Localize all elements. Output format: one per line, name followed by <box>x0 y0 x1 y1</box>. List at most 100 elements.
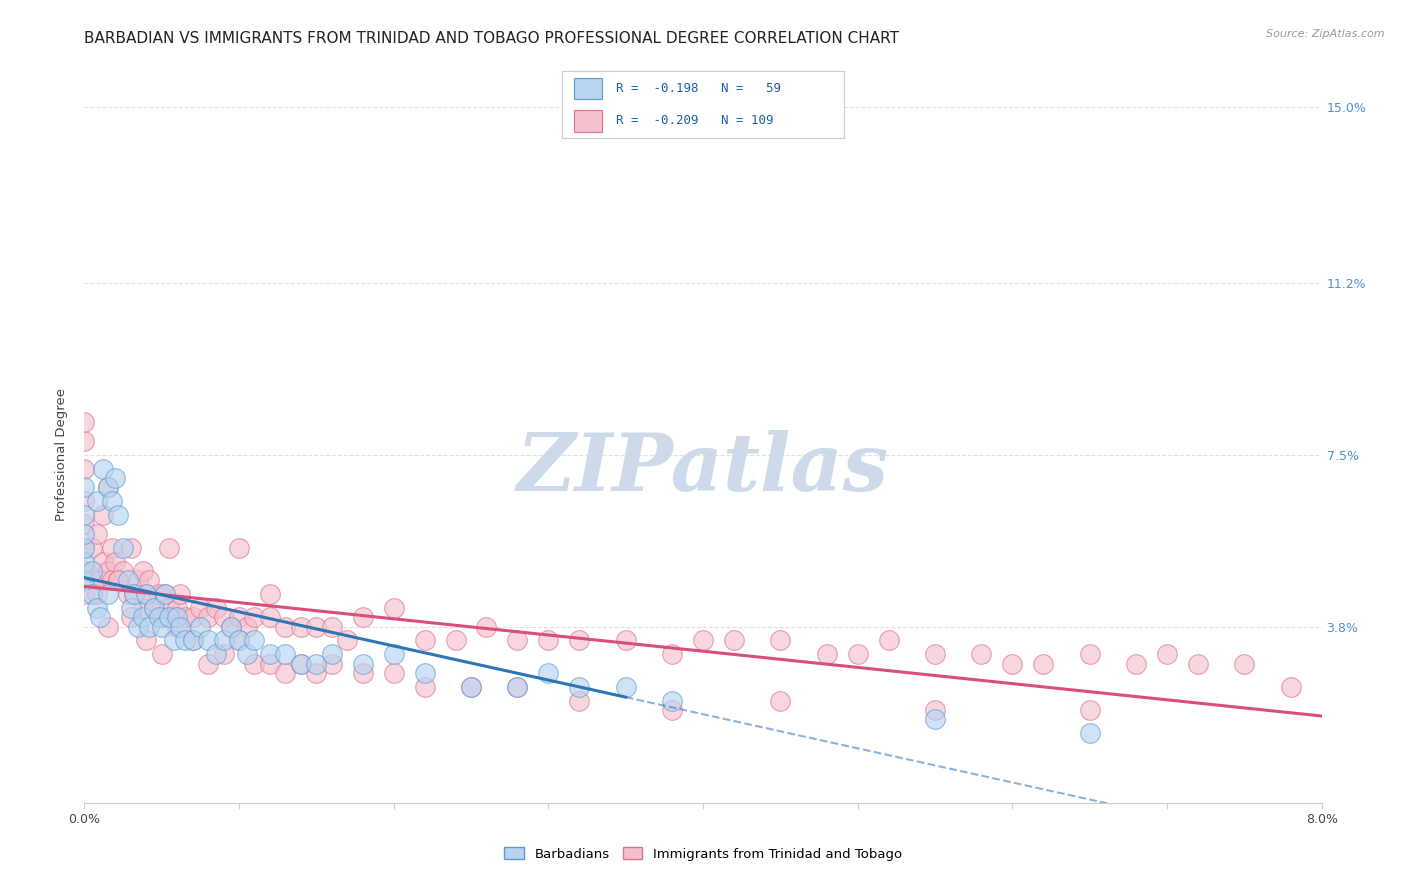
Point <box>89 573 111 587</box>
Point <box>96 564 120 578</box>
Point <box>413 633 436 648</box>
Point <box>661 703 683 717</box>
Point <box>236 648 259 662</box>
Point <box>305 665 328 680</box>
Point <box>112 541 135 555</box>
Point <box>290 619 312 633</box>
Point <box>73 526 96 541</box>
Point <box>305 657 328 671</box>
Point <box>197 657 219 671</box>
Point <box>924 648 946 662</box>
Point <box>73 416 96 430</box>
Point <box>148 610 170 624</box>
Point <box>1156 648 1178 662</box>
Point <box>228 633 250 648</box>
Point <box>96 480 120 494</box>
Point <box>444 633 467 648</box>
Point <box>924 712 946 726</box>
Point <box>259 657 281 671</box>
Point <box>181 633 204 648</box>
Point <box>506 633 529 648</box>
Point <box>413 680 436 694</box>
Text: ZIPatlas: ZIPatlas <box>517 430 889 508</box>
Point <box>91 462 114 476</box>
Point <box>86 587 108 601</box>
Point <box>86 494 108 508</box>
Point <box>73 517 96 532</box>
Point <box>159 610 181 624</box>
Point <box>877 633 900 648</box>
Point <box>661 648 683 662</box>
Point <box>382 648 405 662</box>
Point <box>181 610 204 624</box>
Point <box>197 610 219 624</box>
Point <box>107 573 129 587</box>
Point <box>107 573 129 587</box>
Point <box>169 587 191 601</box>
Point <box>166 601 188 615</box>
Point <box>73 573 96 587</box>
Point <box>73 564 96 578</box>
Point <box>128 573 150 587</box>
Point <box>150 610 173 624</box>
Point <box>73 587 96 601</box>
Point <box>228 541 250 555</box>
Point <box>104 555 127 569</box>
Point <box>163 633 186 648</box>
Point <box>132 610 155 624</box>
Point <box>73 462 96 476</box>
Point <box>112 564 135 578</box>
Point <box>120 610 142 624</box>
Point <box>221 619 243 633</box>
Point <box>1233 657 1256 671</box>
Point <box>159 601 181 615</box>
Point <box>382 601 405 615</box>
Text: R =  -0.209   N = 109: R = -0.209 N = 109 <box>616 114 773 128</box>
Point <box>73 494 96 508</box>
Point <box>259 587 281 601</box>
Point <box>1078 726 1101 740</box>
Point <box>91 555 114 569</box>
Point <box>163 610 186 624</box>
Point <box>82 587 104 601</box>
Point <box>135 587 157 601</box>
Point <box>212 633 235 648</box>
Point <box>86 601 108 615</box>
Point <box>243 657 266 671</box>
Point <box>188 601 212 615</box>
Point <box>614 680 637 694</box>
Point <box>614 633 637 648</box>
Point <box>537 665 560 680</box>
Point <box>475 619 498 633</box>
Legend: Barbadians, Immigrants from Trinidad and Tobago: Barbadians, Immigrants from Trinidad and… <box>499 842 907 866</box>
Point <box>143 601 166 615</box>
Text: BARBADIAN VS IMMIGRANTS FROM TRINIDAD AND TOBAGO PROFESSIONAL DEGREE CORRELATION: BARBADIAN VS IMMIGRANTS FROM TRINIDAD AN… <box>84 31 900 46</box>
Point <box>82 573 104 587</box>
Point <box>769 694 792 708</box>
Point <box>382 665 405 680</box>
Point <box>1187 657 1209 671</box>
Point <box>568 633 591 648</box>
Point <box>1001 657 1024 671</box>
Point <box>169 619 191 633</box>
Point <box>73 541 96 555</box>
Point <box>197 633 219 648</box>
Point <box>290 657 312 671</box>
Point <box>259 648 281 662</box>
Point <box>661 694 683 708</box>
Point <box>321 648 343 662</box>
Point <box>153 587 176 601</box>
Point <box>101 573 124 587</box>
Point <box>305 619 328 633</box>
Point <box>1032 657 1054 671</box>
Point <box>274 619 297 633</box>
Point <box>924 703 946 717</box>
Point <box>221 619 243 633</box>
Point <box>96 587 120 601</box>
Point <box>460 680 482 694</box>
Point <box>228 610 250 624</box>
Point <box>174 633 197 648</box>
Point <box>107 508 129 523</box>
Point <box>91 508 114 523</box>
Point <box>568 694 591 708</box>
